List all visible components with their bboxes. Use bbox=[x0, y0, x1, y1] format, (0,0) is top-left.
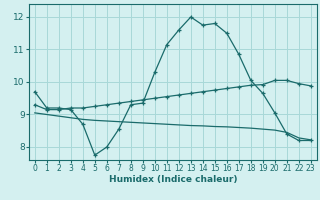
X-axis label: Humidex (Indice chaleur): Humidex (Indice chaleur) bbox=[108, 175, 237, 184]
